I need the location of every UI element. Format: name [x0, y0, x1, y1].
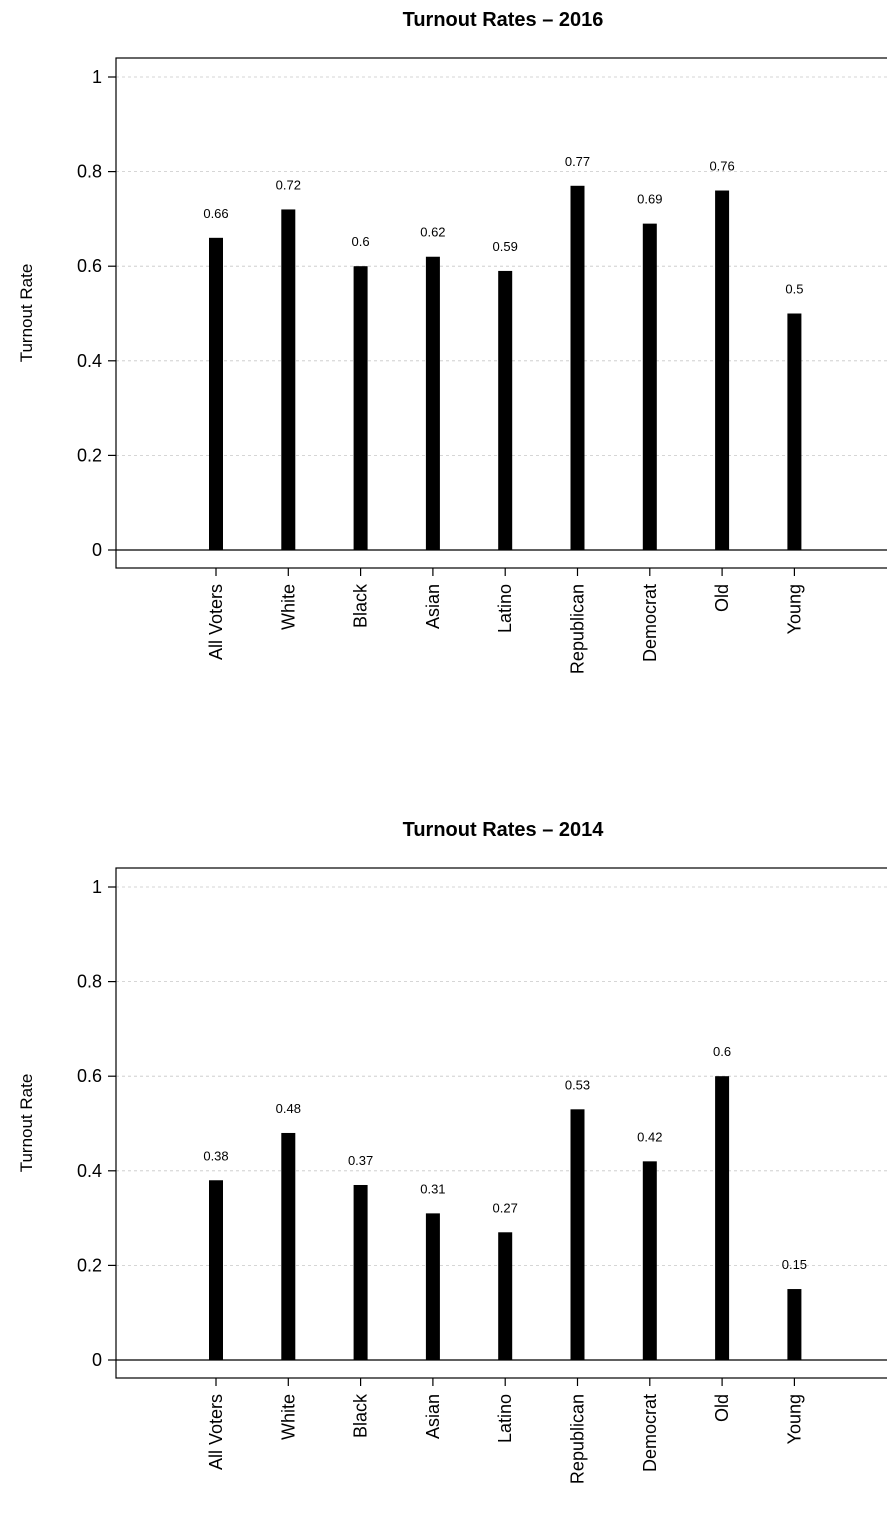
y-tick-label: 0.2 [77, 445, 102, 465]
data-label: 0.66 [203, 206, 228, 221]
chart-panel-2014: Turnout Rates – 2014 Turnout Rate 0 0.2 0.… [17, 819, 887, 1484]
bar [787, 1289, 802, 1360]
data-label: 0.5 [785, 282, 803, 297]
bar [353, 1184, 368, 1360]
x-tick-label: Old [712, 1394, 732, 1422]
data-label: 0.37 [348, 1153, 373, 1168]
data-label: 0.31 [420, 1181, 445, 1196]
x-tick-label: Democrat [640, 1394, 660, 1472]
gridlines [116, 886, 887, 1266]
data-label: 0.69 [637, 192, 662, 207]
y-tick-label: 0.6 [77, 1066, 102, 1086]
x-tick-label: Old [712, 584, 732, 612]
x-tick-label: Black [351, 1393, 371, 1438]
bar [209, 1180, 223, 1360]
bar [498, 270, 513, 550]
data-label: 0.62 [420, 225, 445, 240]
bars [209, 1076, 802, 1360]
bar [642, 223, 657, 550]
bar [498, 1232, 513, 1360]
x-tick-label: Asian [423, 584, 443, 629]
bar [787, 313, 802, 550]
bar [425, 1213, 440, 1360]
bar [425, 256, 440, 550]
y-tick-label: 0 [92, 540, 102, 560]
chart-panel-2016: Turnout Rates – 2016 Turnout Rate 0 0.2 0.… [17, 9, 887, 674]
y-tick-label: 0.4 [77, 351, 102, 371]
bar [570, 1109, 585, 1360]
bar [281, 1132, 296, 1360]
x-tick-label: All Voters [206, 584, 226, 660]
y-tick-label: 0.8 [77, 162, 102, 182]
gridlines [116, 76, 887, 456]
x-tick-label: Latino [495, 1394, 515, 1443]
x-tick-label: Democrat [640, 584, 660, 662]
y-tick-label: 0 [92, 1350, 102, 1370]
bar [642, 1161, 657, 1360]
x-tick-label: All Voters [206, 1394, 226, 1470]
y-tick-label: 0.2 [77, 1255, 102, 1275]
x-tick-label: Young [784, 584, 804, 634]
y-tick-label: 0.6 [77, 256, 102, 276]
bar [715, 1076, 730, 1360]
bar [570, 185, 585, 551]
plot-frame [115, 57, 887, 569]
bar [209, 237, 223, 550]
data-labels: 0.66 0.72 0.6 0.62 0.59 0.77 0.69 0.76 0.5 [203, 154, 803, 297]
chart-title: Turnout Rates – 2014 [403, 819, 605, 841]
x-axis-ticks: All Voters White Black Asian Latino Republica… [206, 1378, 804, 1484]
y-axis-label: Turnout Rate [17, 264, 36, 363]
y-axis-label: Turnout Rate [17, 1074, 36, 1173]
y-axis-ticks: 0 0.2 0.4 0.6 0.8 1 [77, 877, 116, 1370]
data-label: 0.6 [713, 1044, 731, 1059]
data-labels: 0.38 0.48 0.37 0.31 0.27 0.53 0.42 0.6 0.15 [203, 1044, 807, 1272]
data-label: 0.15 [782, 1257, 807, 1272]
data-label: 0.42 [637, 1129, 662, 1144]
x-tick-label: Republican [568, 1394, 588, 1484]
chart-title: Turnout Rates – 2016 [403, 9, 604, 31]
bar [353, 266, 368, 550]
data-label: 0.48 [276, 1101, 301, 1116]
y-axis-ticks: 0 0.2 0.4 0.6 0.8 1 [77, 67, 116, 560]
x-tick-label: White [278, 584, 298, 630]
data-label: 0.59 [493, 239, 518, 254]
data-label: 0.38 [203, 1148, 228, 1163]
bars [209, 185, 802, 551]
y-tick-label: 1 [92, 877, 102, 897]
data-label: 0.27 [493, 1200, 518, 1215]
data-label: 0.6 [352, 234, 370, 249]
plot-frame [115, 867, 887, 1379]
y-tick-label: 1 [92, 67, 102, 87]
data-label: 0.72 [276, 177, 301, 192]
x-tick-label: Black [351, 583, 371, 628]
x-tick-label: Asian [423, 1394, 443, 1439]
bar [281, 209, 296, 550]
y-tick-label: 0.8 [77, 972, 102, 992]
x-axis-ticks: All Voters White Black Asian Latino Republica… [206, 568, 804, 674]
x-tick-label: White [278, 1394, 298, 1440]
x-tick-label: Republican [568, 584, 588, 674]
y-tick-label: 0.4 [77, 1161, 102, 1181]
data-label: 0.76 [709, 159, 734, 174]
data-label: 0.77 [565, 154, 590, 169]
x-tick-label: Latino [495, 584, 515, 633]
bar [715, 190, 730, 550]
data-label: 0.53 [565, 1077, 590, 1092]
x-tick-label: Young [784, 1394, 804, 1444]
